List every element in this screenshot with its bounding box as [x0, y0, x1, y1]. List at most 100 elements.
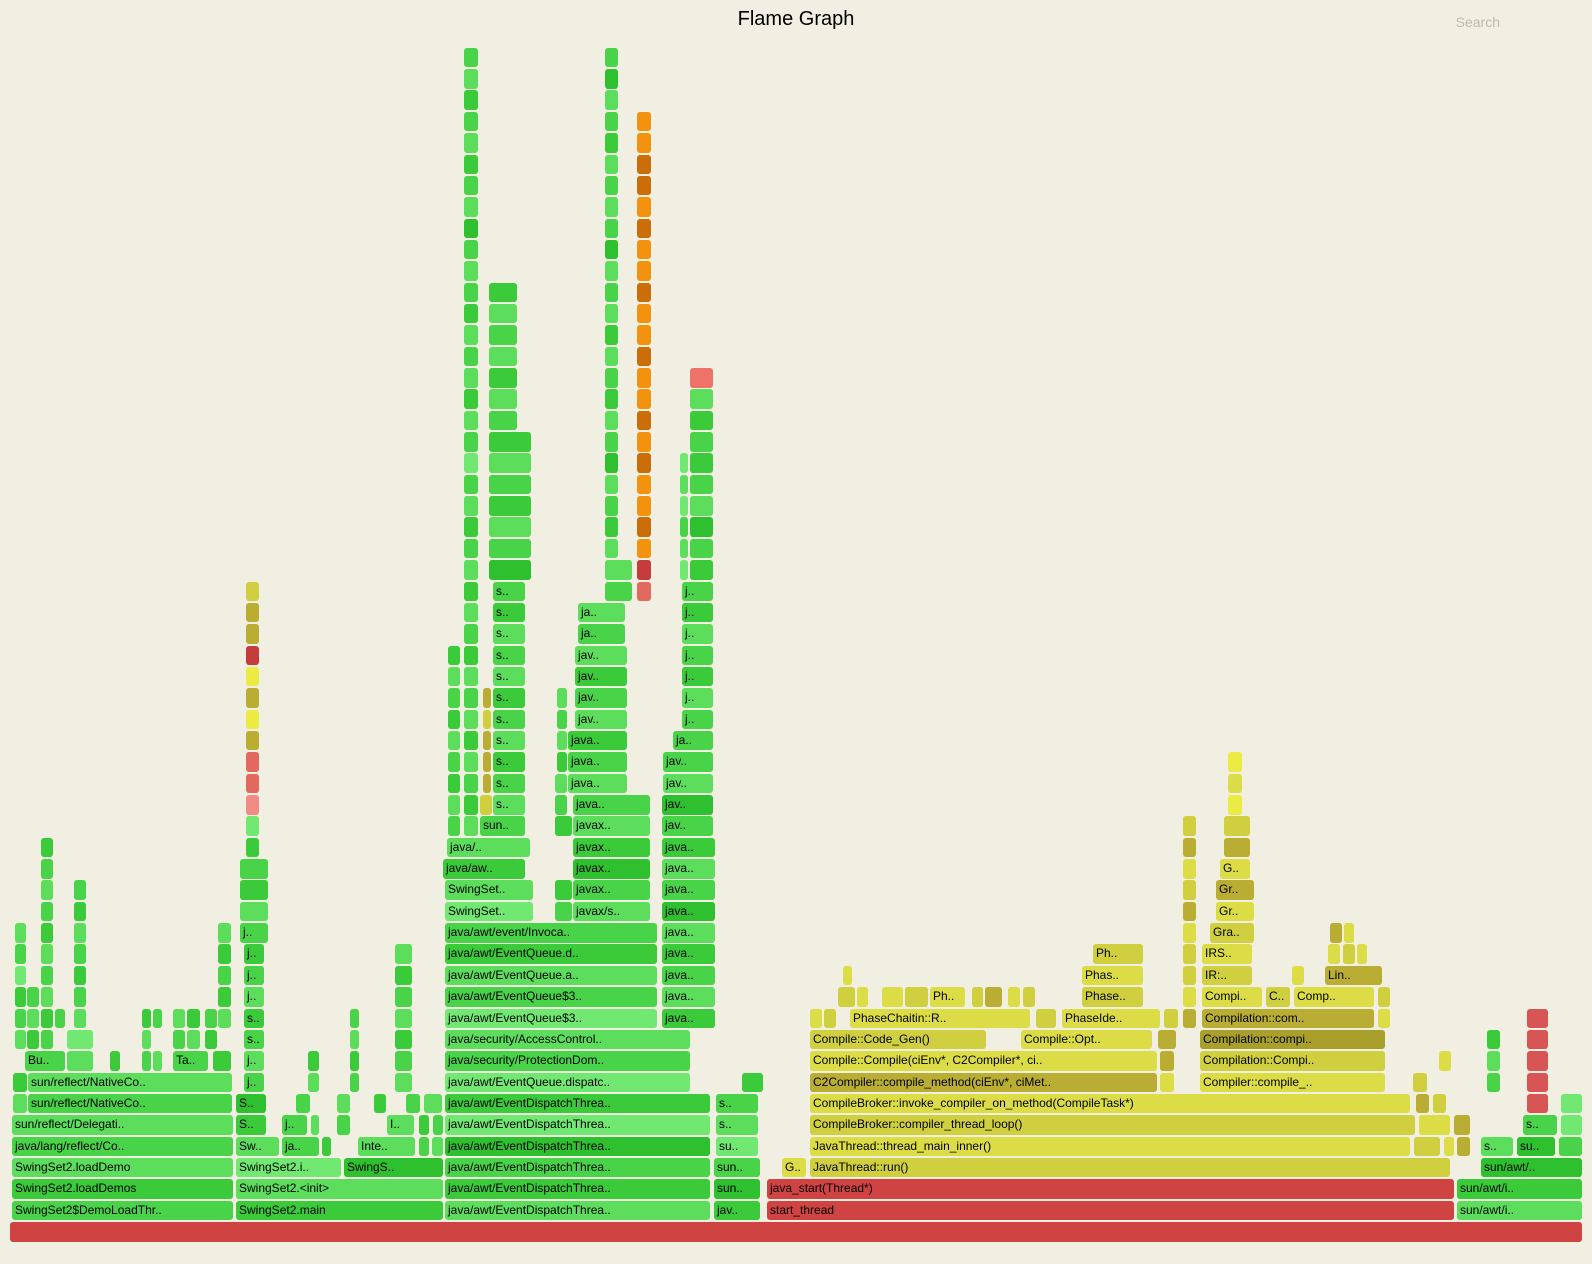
frame-box[interactable]: sun..: [714, 1179, 760, 1199]
frame-box[interactable]: [246, 581, 259, 601]
frame-box[interactable]: [838, 987, 855, 1007]
frame-box[interactable]: [218, 1008, 231, 1028]
frame-box[interactable]: [605, 69, 618, 89]
frame-box[interactable]: java/lang/reflect/Co..: [12, 1136, 233, 1157]
frame-box[interactable]: [15, 923, 26, 943]
frame-box[interactable]: [464, 688, 478, 708]
frame-box[interactable]: [1023, 987, 1035, 1007]
frame-box[interactable]: [395, 944, 412, 964]
frame-box[interactable]: [464, 154, 478, 174]
frame-box[interactable]: Phas..: [1082, 965, 1143, 986]
frame-box[interactable]: [690, 389, 713, 409]
frame-box[interactable]: jav..: [575, 709, 627, 730]
frame-box[interactable]: [173, 1008, 185, 1028]
frame-box[interactable]: [637, 474, 651, 495]
frame-box[interactable]: [637, 303, 651, 324]
frame-box[interactable]: Bu..: [25, 1051, 65, 1071]
frame-box[interactable]: [1183, 859, 1196, 879]
frame-box[interactable]: [605, 47, 618, 68]
frame-box[interactable]: [1416, 1093, 1429, 1114]
frame-box[interactable]: [489, 517, 531, 537]
frame-box[interactable]: [246, 645, 259, 666]
frame-box[interactable]: [246, 795, 259, 815]
frame-box[interactable]: Ph..: [1093, 944, 1143, 964]
frame-box[interactable]: [555, 816, 572, 836]
frame-box[interactable]: Sw..: [236, 1136, 279, 1157]
frame-box[interactable]: j..: [682, 581, 713, 601]
frame-box[interactable]: [213, 1051, 231, 1071]
frame-box[interactable]: jav..: [714, 1200, 760, 1221]
frame-box[interactable]: j..: [682, 602, 713, 623]
frame-box[interactable]: [74, 923, 86, 943]
frame-box[interactable]: [464, 175, 478, 196]
frame-box[interactable]: [483, 752, 491, 772]
frame-box[interactable]: sun/reflect/NativeCo..: [28, 1072, 232, 1093]
frame-box[interactable]: [1527, 1072, 1548, 1093]
frame-box[interactable]: [489, 410, 517, 431]
frame-box[interactable]: [246, 730, 259, 751]
frame-box[interactable]: [246, 837, 259, 858]
frame-box[interactable]: [464, 368, 478, 388]
frame-box[interactable]: [605, 346, 618, 367]
frame-box[interactable]: ja..: [578, 624, 625, 644]
frame-box[interactable]: [690, 538, 713, 559]
frame-box[interactable]: [246, 752, 259, 772]
frame-box[interactable]: [74, 987, 86, 1007]
frame-box[interactable]: [1527, 1008, 1548, 1028]
frame-box[interactable]: [464, 795, 478, 815]
frame-box[interactable]: sun/awt/..: [1481, 1157, 1582, 1178]
frame-box[interactable]: [350, 1051, 359, 1071]
frame-box[interactable]: java_start(Thread*): [767, 1179, 1454, 1199]
frame-box[interactable]: [395, 1008, 412, 1028]
frame-box[interactable]: [882, 987, 903, 1007]
frame-box[interactable]: [448, 795, 460, 815]
frame-box[interactable]: [395, 965, 412, 986]
frame-box[interactable]: javax..: [573, 859, 650, 879]
frame-box[interactable]: [27, 987, 39, 1007]
frame-box[interactable]: [1487, 1029, 1500, 1050]
frame-box[interactable]: java..: [662, 859, 715, 879]
frame-box[interactable]: sun..: [480, 816, 525, 836]
frame-box[interactable]: Gr..: [1216, 901, 1254, 922]
frame-box[interactable]: java..: [568, 730, 627, 751]
frame-box[interactable]: [464, 730, 478, 751]
frame-box[interactable]: [1160, 1072, 1174, 1093]
frame-box[interactable]: sun/awt/i..: [1457, 1200, 1582, 1221]
frame-box[interactable]: [489, 474, 531, 495]
frame-box[interactable]: s..: [493, 624, 525, 644]
frame-box[interactable]: [464, 282, 478, 303]
frame-box[interactable]: [605, 432, 618, 452]
frame-box[interactable]: [395, 1051, 412, 1071]
frame-box[interactable]: Compilation::com..: [1202, 1008, 1374, 1028]
frame-box[interactable]: s..: [493, 795, 525, 815]
frame-box[interactable]: [448, 816, 460, 836]
frame-box[interactable]: [690, 453, 713, 473]
frame-box[interactable]: [690, 432, 713, 452]
frame-box[interactable]: [15, 1008, 26, 1028]
frame-box[interactable]: Compilation::Compi..: [1200, 1051, 1385, 1071]
frame-box[interactable]: [464, 496, 478, 516]
frame-box[interactable]: [464, 453, 478, 473]
frame-box[interactable]: S..: [236, 1115, 266, 1135]
frame-box[interactable]: java..: [662, 880, 715, 900]
frame-box[interactable]: [464, 133, 478, 153]
frame-box[interactable]: [74, 880, 86, 900]
frame-box[interactable]: java..: [662, 987, 715, 1007]
frame-box[interactable]: [41, 923, 53, 943]
frame-box[interactable]: [605, 517, 618, 537]
frame-box[interactable]: SwingS..: [344, 1157, 443, 1178]
frame-box[interactable]: s..: [493, 730, 525, 751]
frame-box[interactable]: s..: [244, 1008, 264, 1028]
frame-box[interactable]: [246, 709, 259, 730]
frame-box[interactable]: [637, 218, 651, 239]
frame-box[interactable]: [489, 346, 517, 367]
frame-box[interactable]: [240, 901, 268, 922]
frame-box[interactable]: Ph..: [930, 987, 965, 1007]
frame-box[interactable]: java..: [662, 944, 715, 964]
frame-box[interactable]: start_thread: [767, 1200, 1454, 1221]
frame-box[interactable]: [322, 1136, 331, 1157]
frame-box[interactable]: [350, 1072, 359, 1093]
frame-box[interactable]: [1561, 1093, 1582, 1114]
frame-box[interactable]: jav..: [575, 645, 627, 666]
frame-box[interactable]: [605, 474, 618, 495]
